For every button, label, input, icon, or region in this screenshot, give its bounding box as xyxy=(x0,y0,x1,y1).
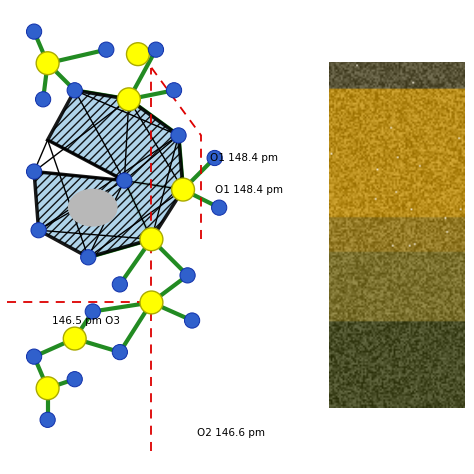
Circle shape xyxy=(31,223,46,238)
Circle shape xyxy=(67,82,82,98)
Ellipse shape xyxy=(68,189,118,227)
Circle shape xyxy=(64,327,86,350)
Circle shape xyxy=(172,178,194,201)
Circle shape xyxy=(211,200,227,215)
Text: O1 148.4 pm: O1 148.4 pm xyxy=(210,153,278,163)
Circle shape xyxy=(184,313,200,328)
Polygon shape xyxy=(34,90,183,257)
Circle shape xyxy=(166,82,182,98)
Circle shape xyxy=(112,345,128,360)
Circle shape xyxy=(180,268,195,283)
Circle shape xyxy=(27,349,42,364)
Circle shape xyxy=(127,43,149,65)
Circle shape xyxy=(207,150,222,165)
Circle shape xyxy=(27,164,42,179)
Circle shape xyxy=(36,377,59,400)
Circle shape xyxy=(148,42,164,57)
Circle shape xyxy=(85,304,100,319)
Text: O2 146.6 pm: O2 146.6 pm xyxy=(197,428,264,438)
Circle shape xyxy=(81,250,96,265)
Circle shape xyxy=(99,42,114,57)
Circle shape xyxy=(67,372,82,387)
Text: 146.5 pm O3: 146.5 pm O3 xyxy=(52,316,120,326)
Circle shape xyxy=(36,52,59,74)
Text: O1 148.4 pm: O1 148.4 pm xyxy=(215,184,283,195)
Circle shape xyxy=(140,291,163,314)
Circle shape xyxy=(140,228,163,251)
Circle shape xyxy=(27,24,42,39)
Circle shape xyxy=(118,88,140,111)
Circle shape xyxy=(36,91,51,107)
Circle shape xyxy=(112,277,128,292)
Circle shape xyxy=(171,128,186,143)
Circle shape xyxy=(117,173,132,188)
Circle shape xyxy=(40,412,55,428)
